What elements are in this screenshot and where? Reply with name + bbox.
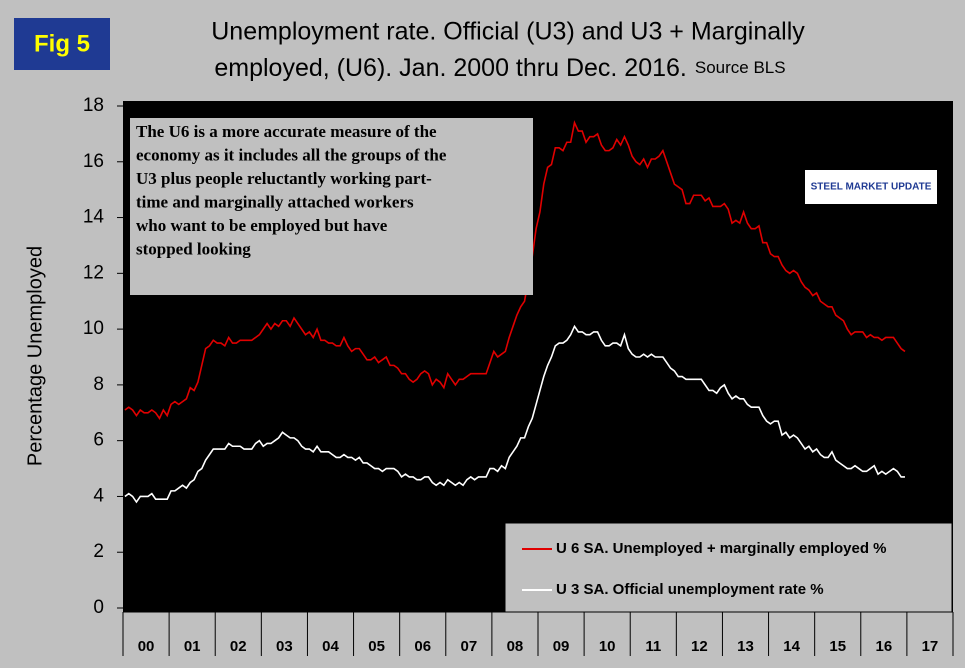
y-tick-label: 2: [93, 541, 104, 562]
x-tick-label: 14: [783, 638, 800, 655]
x-tick-label: 07: [460, 638, 477, 655]
y-tick-label: 14: [83, 207, 105, 228]
source: Source BLS: [695, 58, 786, 77]
x-tick-label: 00: [138, 638, 155, 655]
chart-title: employed, (U6). Jan. 2000 thru Dec. 2016…: [214, 54, 687, 82]
logo-box: [805, 170, 937, 204]
y-tick-label: 16: [83, 151, 104, 172]
y-tick-label: 6: [93, 430, 104, 451]
x-tick-label: 03: [276, 638, 293, 655]
x-tick-label: 17: [922, 638, 939, 655]
x-tick-label: 16: [875, 638, 892, 655]
y-tick-label: 4: [93, 485, 104, 506]
y-tick-label: 10: [83, 318, 104, 339]
legend-box: [504, 522, 953, 613]
x-tick-label: 12: [691, 638, 708, 655]
figure-label: Fig 5: [34, 30, 90, 57]
y-tick-label: 8: [93, 374, 104, 395]
x-tick-label: 15: [829, 638, 846, 655]
series-line: [124, 120, 906, 420]
y-tick-label: 12: [83, 262, 104, 283]
y-axis-label: Percentage Unemployed: [24, 246, 46, 466]
x-tick-label: 08: [507, 638, 524, 655]
plot: [124, 120, 906, 504]
chart-title: Unemployment rate. Official (U3) and U3 …: [211, 18, 805, 46]
annotation-box: [130, 118, 533, 295]
x-tick-label: 11: [645, 638, 661, 655]
y-tick-label: 0: [93, 597, 104, 618]
x-tick-label: 13: [737, 638, 754, 655]
legend-label: U 3 SA. Official unemployment rate %: [556, 581, 824, 598]
x-tick-label: 02: [230, 638, 247, 655]
legend-label: U 6 SA. Unemployed + marginally employed…: [556, 540, 887, 557]
annotation-text: The U6 is a more accurate measure of the: [136, 122, 437, 141]
logo: STEEL MARKET UPDATE: [811, 182, 932, 193]
annotation-text: who want to be employed but have: [136, 216, 388, 235]
chart-title: employed, (U6). Jan. 2000 thru Dec. 2016…: [214, 54, 785, 82]
x-tick-label: 10: [599, 638, 616, 655]
annotation-text: stopped looking: [136, 239, 251, 258]
x-tick-label: 01: [184, 638, 201, 655]
annotation-text: U3 plus people reluctantly working part-: [136, 169, 432, 188]
y-tick-label: 18: [83, 95, 104, 116]
x-tick-label: 04: [322, 638, 339, 655]
series-line: [124, 324, 905, 504]
figure-label-box: [14, 18, 110, 70]
annotation-text: time and marginally attached workers: [136, 192, 414, 211]
x-tick-label: 05: [368, 638, 385, 655]
x-tick-label: 09: [553, 638, 570, 655]
annotation-text: economy as it includes all the groups of…: [136, 145, 447, 164]
x-tick-label: 06: [414, 638, 431, 655]
